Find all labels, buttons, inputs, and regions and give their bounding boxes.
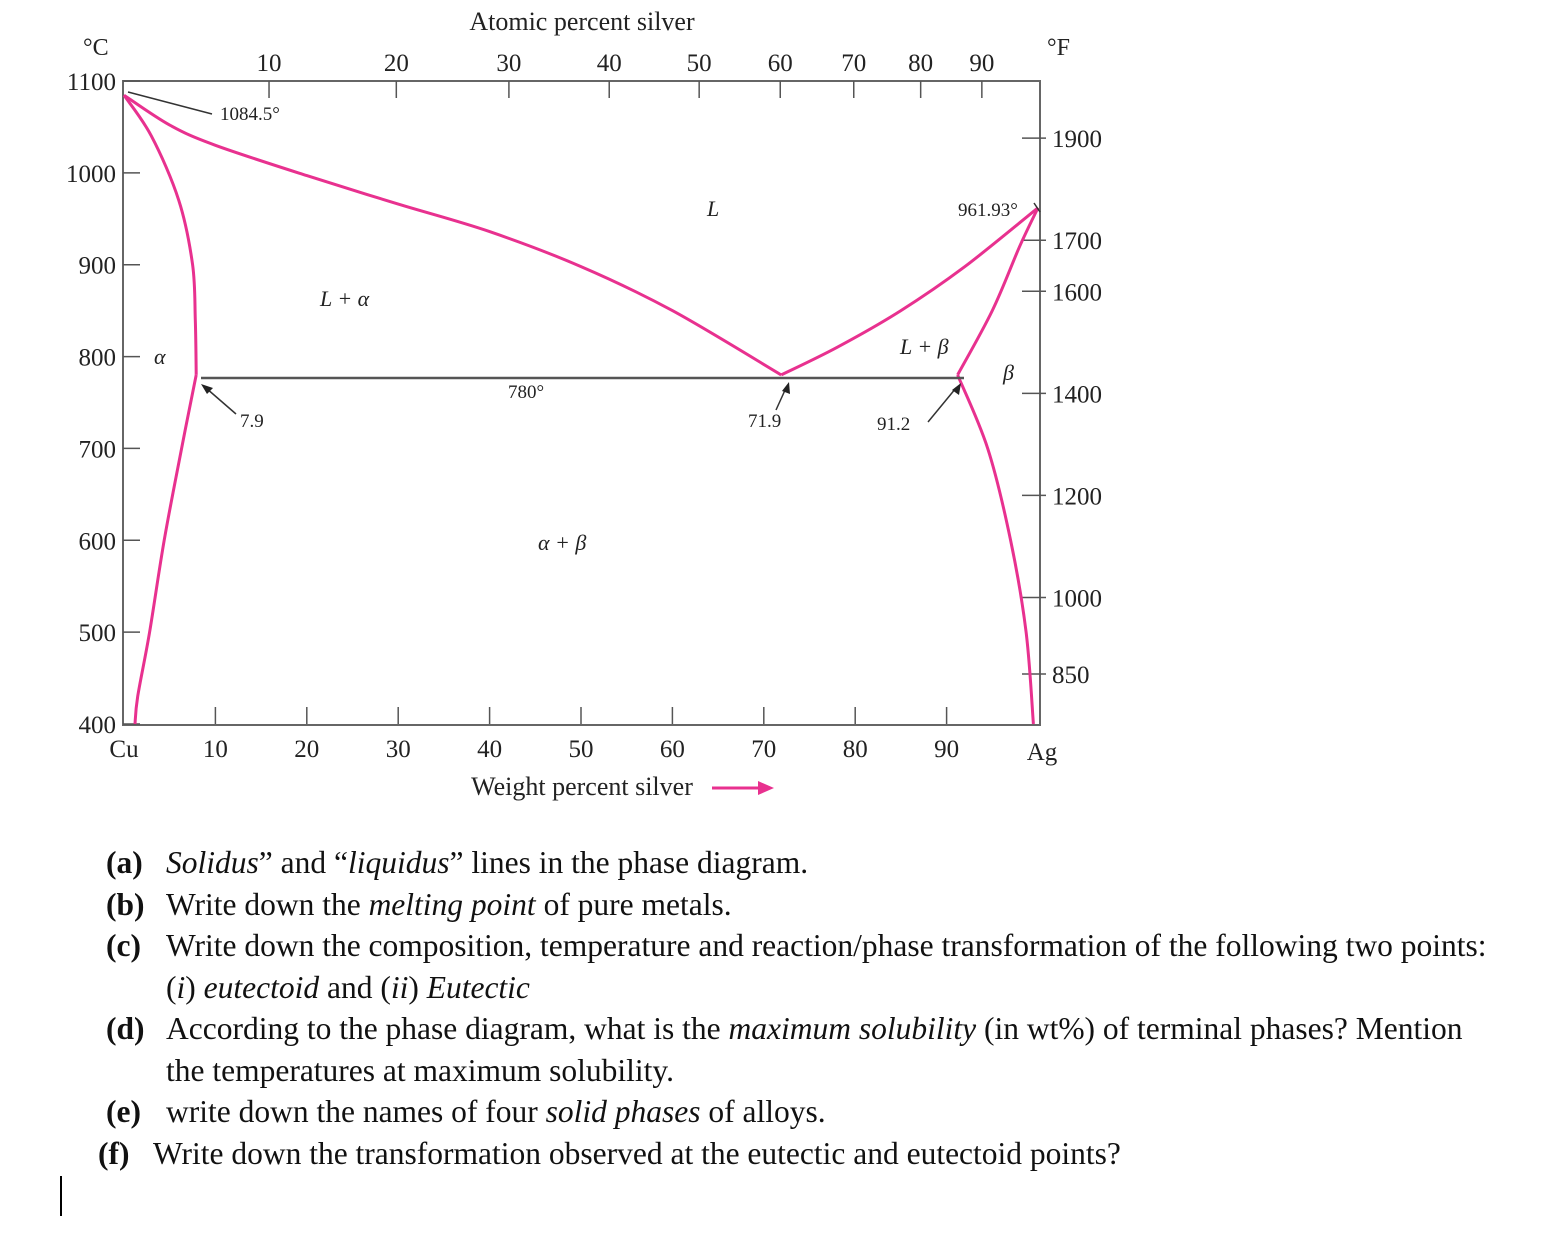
question-text: Write down the transformation observed a… (153, 1135, 1121, 1171)
question-text: Write down the composition, temperature … (166, 928, 1495, 1005)
right-tick-label: 1400 (1052, 381, 1102, 408)
question-item: (c) Write down the composition, temperatu… (106, 925, 1506, 1008)
right-tick-label: 1900 (1052, 126, 1102, 153)
left-tick-label: 500 (79, 620, 117, 647)
top-tick-label: 20 (384, 50, 409, 77)
question-label: (f) (98, 1135, 130, 1171)
phase-alpha-label: α (154, 344, 166, 369)
left-unit-label: °C (83, 35, 109, 61)
top-tick-label: 30 (496, 50, 521, 77)
ag-label: Ag (1027, 739, 1058, 766)
right-tick-label: 850 (1052, 662, 1090, 689)
bottom-tick-label: 90 (934, 736, 959, 763)
question-label: (e) (106, 1094, 141, 1129)
question-text: Solidus” and “liquidus” lines in the pha… (166, 845, 809, 880)
phase-l-alpha-label: L + α (319, 286, 370, 311)
right-tick-label: 1000 (1052, 585, 1102, 612)
bottom-axis-title: Weight percent silver (471, 772, 693, 801)
top-tick-label: 70 (841, 50, 866, 77)
top-tick-label: 10 (257, 50, 282, 77)
bottom-tick-label: 20 (294, 736, 319, 763)
top-tick-label: 80 (908, 50, 933, 77)
phase-boundaries (122, 93, 1040, 725)
bottom-tick-label: 40 (477, 736, 502, 763)
solvus-alpha-curve (133, 374, 198, 725)
ag-melting-leader (1033, 202, 1041, 213)
question-text: According to the phase diagram, what is … (166, 1011, 1463, 1088)
question-item: (a) Solidus” and “liquidus” lines in the … (106, 842, 1506, 884)
top-tick-label: 90 (969, 50, 994, 77)
question-label: (c) (106, 928, 141, 963)
right-tick-label: 1700 (1052, 228, 1102, 255)
left-tick-label: 1100 (67, 69, 116, 96)
right-tick-label: 1600 (1052, 279, 1102, 306)
left-tick-label: 600 (79, 528, 117, 555)
question-label: (a) (106, 845, 143, 880)
solidus-beta-curve (956, 207, 1040, 376)
question-item: (f) Write down the transformation observe… (98, 1133, 1506, 1175)
ag-melting-label: 961.93° (958, 200, 1018, 221)
phase-beta-label: β (1002, 360, 1014, 385)
top-axis-title: Atomic percent silver (469, 7, 695, 36)
beta-limit-arrow (927, 383, 961, 423)
phase-l-beta-label: L + β (899, 334, 949, 359)
cu-label: Cu (109, 736, 139, 763)
eutectic-comp-label: 71.9 (748, 411, 781, 432)
alpha-limit-label: 7.9 (240, 411, 264, 432)
question-list: (a) Solidus” and “liquidus” lines in the … (98, 842, 1506, 1174)
cu-melting-leader (127, 91, 213, 115)
bottom-tick-label: 60 (660, 736, 685, 763)
left-tick-label: 1000 (66, 161, 116, 188)
bottom-tick-label: 50 (569, 736, 594, 763)
alpha-limit-arrow (201, 384, 237, 415)
bottom-tick-label: 80 (843, 736, 868, 763)
phase-alpha-beta-label: α + β (538, 530, 586, 555)
right-unit-label: °F (1047, 35, 1070, 61)
eutectic-arrow (775, 382, 790, 411)
beta-limit-label: 91.2 (877, 414, 910, 435)
top-tick-label: 50 (687, 50, 712, 77)
liquidus-alpha-curve (123, 93, 782, 377)
question-item: (b) Write down the melting point of pure … (106, 884, 1506, 926)
axis-ticks: 1100 1000 900 800 700 600 500 400 1900 1700 1600 14… (66, 50, 1102, 763)
top-tick-label: 60 (768, 50, 793, 77)
question-label: (d) (106, 1011, 145, 1046)
top-tick-label: 40 (597, 50, 622, 77)
cu-melting-label: 1084.5° (220, 104, 280, 125)
liquidus-beta-curve (780, 206, 1039, 377)
right-tick-label: 1200 (1052, 483, 1102, 510)
solvus-beta-curve (956, 374, 1035, 725)
bottom-tick-label: 10 (203, 736, 228, 763)
left-tick-label: 700 (79, 436, 117, 463)
left-tick-label: 800 (79, 345, 117, 372)
question-label: (b) (106, 886, 145, 922)
eutectic-temp-label: 780° (508, 382, 544, 403)
plot-frame (122, 80, 1041, 726)
question-item: (d) According to the phase diagram, what … (106, 1008, 1506, 1091)
text-cursor (60, 1176, 62, 1216)
question-item: (e) write down the names of four solid ph… (106, 1091, 1506, 1133)
bottom-tick-label: 70 (751, 736, 776, 763)
left-tick-label: 900 (79, 253, 117, 280)
right-arrow-icon (712, 781, 774, 795)
phase-diagram: 1100 1000 900 800 700 600 500 400 1900 1700 1600 14… (66, 7, 1102, 801)
phase-liquid-label: L (706, 196, 719, 221)
solidus-alpha-curve (122, 94, 198, 375)
question-text: write down the names of four solid phase… (166, 1094, 826, 1129)
left-tick-label: 400 (79, 712, 117, 739)
bottom-tick-label: 30 (386, 736, 411, 763)
question-text: Write down the melting point of pure met… (166, 886, 732, 922)
